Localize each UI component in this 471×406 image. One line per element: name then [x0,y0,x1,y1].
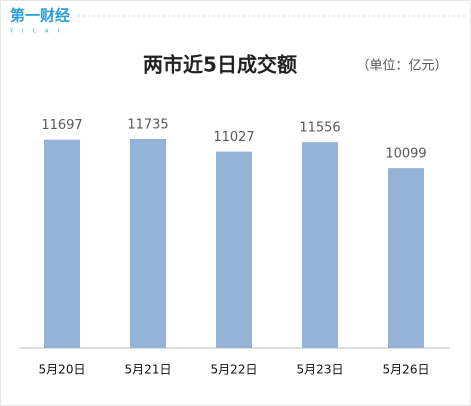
bar [216,151,252,348]
bar [44,139,80,348]
value-label: 11027 [213,130,254,145]
x-tick-label: 5月26日 [383,363,430,377]
x-tick-label: 5月21日 [125,363,172,377]
value-label: 11735 [127,118,168,133]
bar [130,139,166,348]
value-label: 10099 [385,147,426,162]
value-label: 11556 [299,121,340,136]
value-label: 11697 [41,118,82,133]
x-tick-label: 5月23日 [297,363,344,377]
bar [388,168,424,348]
logo: 第一财经 [10,7,70,25]
x-tick-label: 5月22日 [211,363,258,377]
x-tick-label: 5月20日 [39,363,86,377]
chart-title: 两市近5日成交额 [143,53,297,77]
logo-sub: YICAI [9,29,68,35]
bar [302,142,338,348]
chart-subtitle: （单位：亿元） [356,59,447,74]
